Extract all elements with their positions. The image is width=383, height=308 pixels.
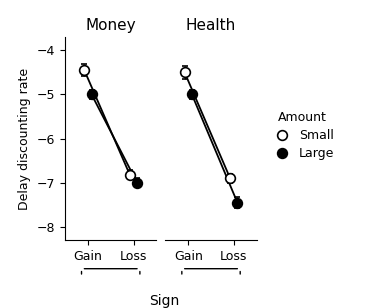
Text: Sign: Sign	[150, 294, 180, 308]
Title: Health: Health	[186, 18, 236, 33]
Y-axis label: Delay discounting rate: Delay discounting rate	[18, 67, 31, 210]
Legend: Small, Large: Small, Large	[267, 108, 337, 163]
Title: Money: Money	[85, 18, 136, 33]
